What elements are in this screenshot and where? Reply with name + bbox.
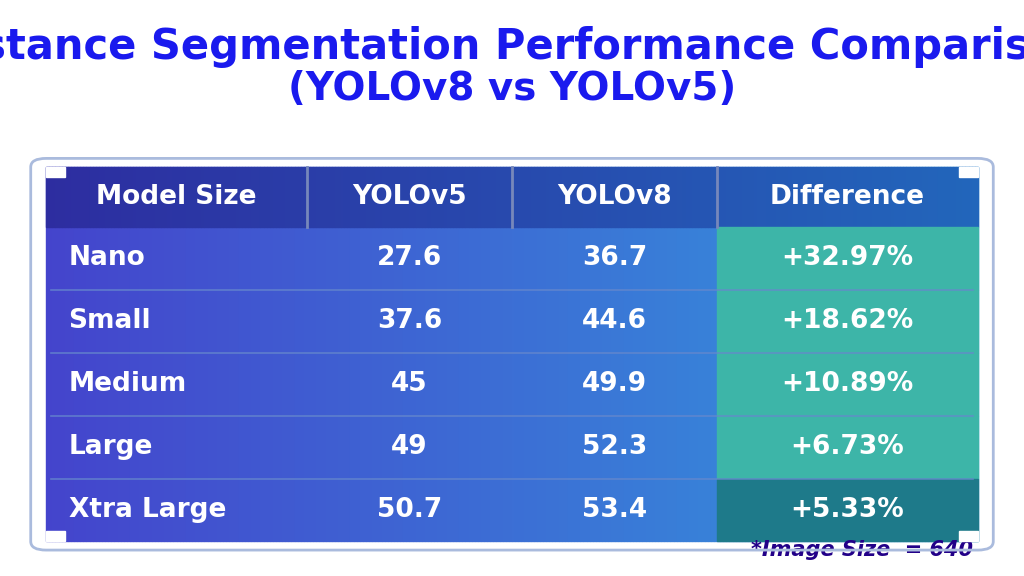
Text: +18.62%: +18.62% xyxy=(781,308,913,334)
Text: Small: Small xyxy=(69,308,152,334)
Text: Difference: Difference xyxy=(770,184,925,210)
Text: +10.89%: +10.89% xyxy=(781,371,913,397)
Text: +6.73%: +6.73% xyxy=(791,434,904,460)
Text: (YOLOv8 vs YOLOv5): (YOLOv8 vs YOLOv5) xyxy=(288,70,736,108)
Text: +32.97%: +32.97% xyxy=(781,245,913,271)
Text: Instance Segmentation Performance Comparison: Instance Segmentation Performance Compar… xyxy=(0,26,1024,68)
Text: Large: Large xyxy=(69,434,153,460)
Text: 27.6: 27.6 xyxy=(377,245,442,271)
Text: 45: 45 xyxy=(391,371,428,397)
Text: Medium: Medium xyxy=(69,371,186,397)
Text: Model Size: Model Size xyxy=(96,184,257,210)
Text: 50.7: 50.7 xyxy=(377,497,442,523)
Text: YOLOv8: YOLOv8 xyxy=(557,184,672,210)
Text: +5.33%: +5.33% xyxy=(791,497,904,523)
Text: 49: 49 xyxy=(391,434,428,460)
Text: 36.7: 36.7 xyxy=(582,245,647,271)
Text: Nano: Nano xyxy=(69,245,145,271)
Text: 44.6: 44.6 xyxy=(582,308,647,334)
Text: 37.6: 37.6 xyxy=(377,308,442,334)
Text: *Image Size  = 640: *Image Size = 640 xyxy=(751,540,973,560)
Text: 52.3: 52.3 xyxy=(582,434,647,460)
Text: Xtra Large: Xtra Large xyxy=(69,497,226,523)
Text: 53.4: 53.4 xyxy=(582,497,647,523)
Text: YOLOv5: YOLOv5 xyxy=(352,184,467,210)
Text: 49.9: 49.9 xyxy=(582,371,647,397)
